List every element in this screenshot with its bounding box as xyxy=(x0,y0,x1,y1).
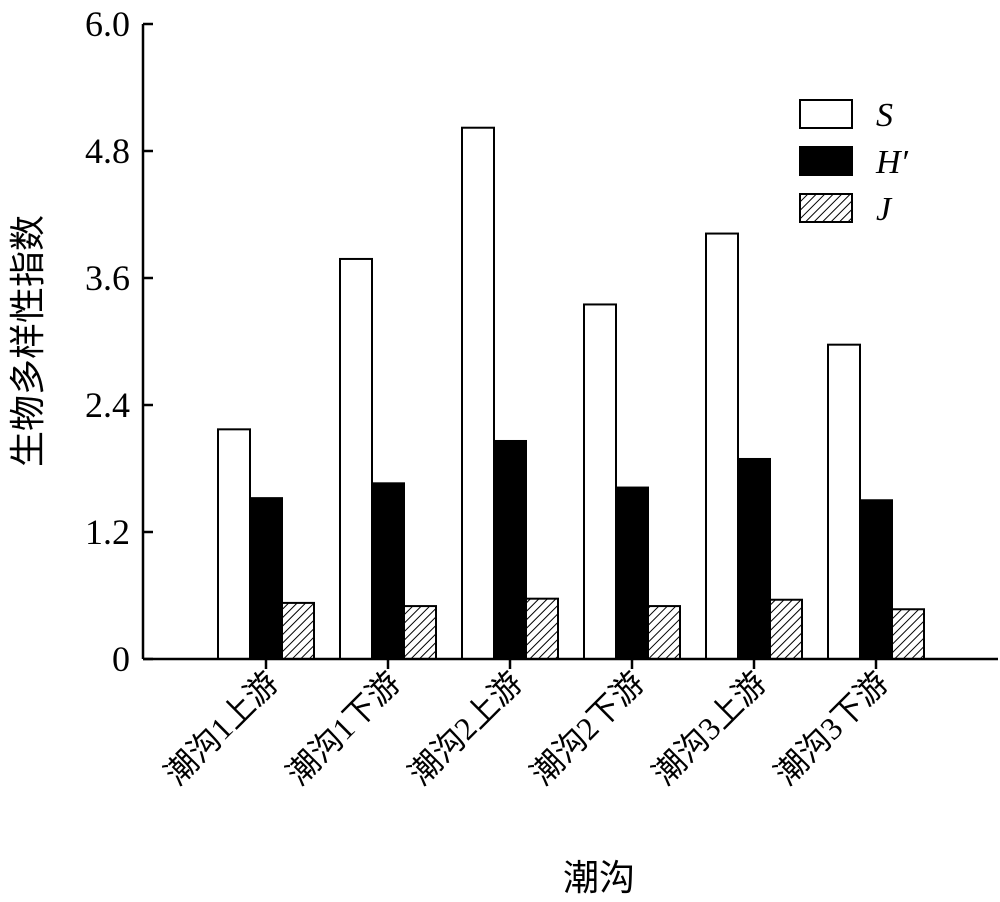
x-category-label: 潮沟2上游 xyxy=(402,664,529,791)
y-ticks-group: 0 1.2 2.4 3.6 4.8 6.0 xyxy=(85,4,153,679)
y-tick-label: 3.6 xyxy=(85,258,130,298)
legend-swatch-s xyxy=(799,99,853,129)
bar-j xyxy=(281,601,315,660)
bar-s xyxy=(705,232,739,661)
legend: S H′ J xyxy=(799,97,909,228)
bar-s xyxy=(217,428,251,661)
bar-h xyxy=(737,457,771,660)
bars-group xyxy=(217,126,925,661)
bar-h xyxy=(615,486,649,660)
bar-h xyxy=(371,482,405,661)
x-category-label: 潮沟1上游 xyxy=(158,664,285,791)
legend-swatch-j xyxy=(799,193,853,223)
x-axis-title: 潮沟 xyxy=(563,858,635,898)
bar-j xyxy=(647,605,681,660)
bar-h xyxy=(249,497,283,660)
bar-h xyxy=(859,499,893,660)
y-tick-label: 0 xyxy=(112,639,130,679)
legend-label-s: S xyxy=(876,97,893,134)
bar-h xyxy=(493,439,527,660)
y-tick-label: 4.8 xyxy=(85,131,130,171)
bar-s xyxy=(583,303,617,660)
x-category-label: 潮沟2下游 xyxy=(524,664,651,791)
bar-s xyxy=(339,257,373,660)
legend-label-h: H′ xyxy=(875,144,909,181)
legend-label-j: J xyxy=(876,191,893,228)
bar-s xyxy=(827,343,861,660)
bar-j xyxy=(891,608,925,661)
bar-j xyxy=(403,605,437,660)
bar-j xyxy=(769,598,803,661)
y-axis-title: 生物多样性指数 xyxy=(8,215,48,467)
bar-s xyxy=(461,126,495,660)
y-tick-label: 6.0 xyxy=(85,4,130,44)
legend-swatch-h xyxy=(799,146,853,176)
x-category-label: 潮沟3下游 xyxy=(768,664,895,791)
y-tick-label: 1.2 xyxy=(85,512,130,552)
bar-j xyxy=(525,597,559,660)
x-category-label: 潮沟3上游 xyxy=(646,664,773,791)
y-tick-label: 2.4 xyxy=(85,385,130,425)
x-category-label: 潮沟1下游 xyxy=(280,664,407,791)
axes-group xyxy=(141,24,998,661)
